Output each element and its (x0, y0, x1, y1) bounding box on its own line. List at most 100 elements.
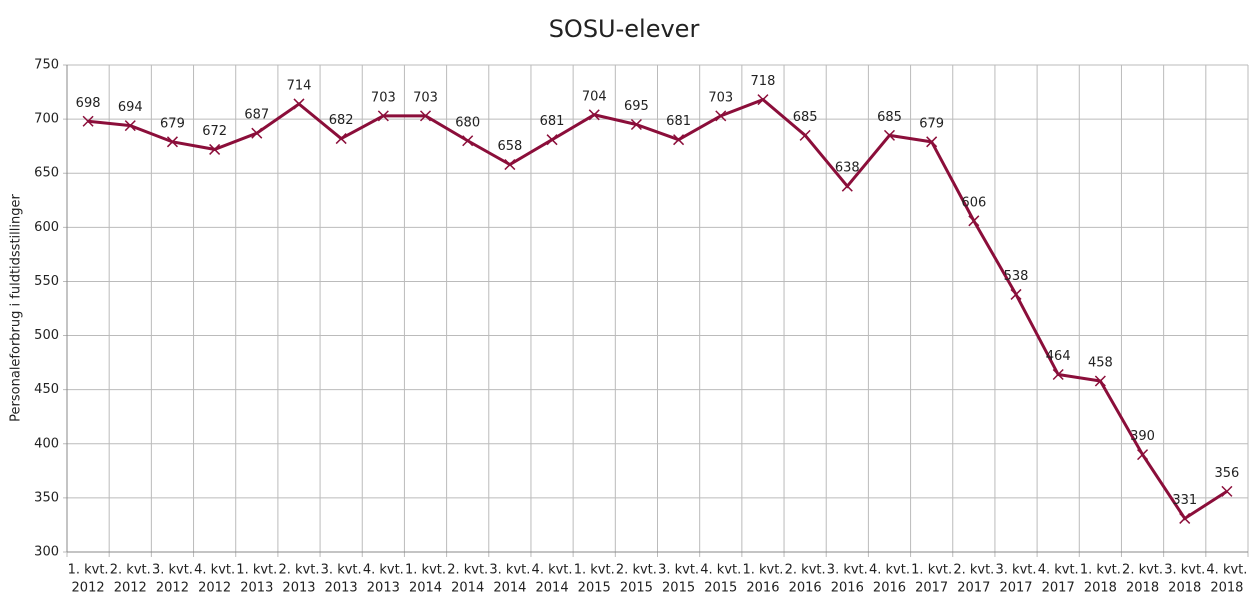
y-tick-label: 450 (34, 382, 59, 397)
data-label: 679 (160, 116, 185, 131)
x-tick-label: 2014 (409, 581, 442, 596)
x-tick-label: 2018 (1126, 581, 1159, 596)
x-tick-label: 3. kvt. (1164, 563, 1205, 578)
x-tick-label: 2013 (325, 581, 358, 596)
marker (715, 110, 727, 122)
x-tick-label: 2014 (493, 581, 526, 596)
x-tick-label: 2017 (1042, 581, 1075, 596)
marker (1137, 449, 1149, 461)
x-tick-label: 4. kvt. (194, 563, 235, 578)
chart-title: SOSU-elever (549, 15, 700, 43)
data-label: 658 (497, 139, 522, 154)
marker (926, 136, 938, 148)
marker (209, 143, 221, 155)
x-tick-label: 2012 (72, 581, 105, 596)
x-tick-label: 3. kvt. (489, 563, 530, 578)
data-label: 356 (1214, 466, 1239, 481)
y-tick-label: 500 (34, 328, 59, 343)
marker (251, 127, 263, 139)
data-label: 638 (835, 161, 860, 176)
data-label: 606 (961, 195, 986, 210)
data-label: 679 (919, 116, 944, 131)
marker (335, 133, 347, 145)
y-tick-label: 700 (34, 112, 59, 127)
marker (1010, 288, 1022, 300)
y-tick-label: 400 (34, 436, 59, 451)
marker (883, 129, 896, 141)
x-tick-label: 1. kvt. (1080, 563, 1121, 578)
x-tick-label: 2. kvt. (953, 563, 994, 578)
data-label: 464 (1046, 349, 1071, 364)
x-tick-label: 1. kvt. (574, 563, 615, 578)
x-tick-label: 4. kvt. (532, 563, 573, 578)
x-tick-label: 3. kvt. (827, 563, 868, 578)
x-tick-label: 1. kvt. (742, 563, 783, 578)
y-axis-label: Personaleforbrug i fuldtidsstillinger (9, 194, 24, 422)
x-tick-label: 2014 (536, 581, 569, 596)
marker (968, 215, 980, 227)
x-tick-label: 1. kvt. (405, 563, 446, 578)
data-label: 681 (540, 114, 565, 129)
x-tick-label: 4. kvt. (363, 563, 404, 578)
data-label: 685 (793, 110, 818, 125)
y-tick-label: 550 (34, 274, 59, 289)
y-tick-label: 600 (34, 220, 59, 235)
y-tick-label: 300 (34, 545, 59, 560)
x-tick-label: 2017 (957, 581, 990, 596)
x-tick-label: 2018 (1168, 581, 1201, 596)
x-tick-label: 3. kvt. (152, 563, 193, 578)
x-tick-label: 2016 (789, 581, 822, 596)
x-tick-label: 2. kvt. (447, 563, 488, 578)
marker (166, 136, 178, 148)
x-tick-label: 2016 (873, 581, 906, 596)
x-tick-label: 2013 (282, 581, 315, 596)
marker (124, 120, 136, 132)
x-tick-label: 4. kvt. (1206, 563, 1247, 578)
x-tick-label: 4. kvt. (1038, 563, 1079, 578)
x-tick-label: 2. kvt. (785, 563, 826, 578)
marker (546, 134, 558, 146)
x-tick-label: 2018 (1084, 581, 1117, 596)
marker (757, 94, 769, 106)
data-label: 703 (371, 90, 396, 105)
data-label: 698 (76, 96, 101, 111)
marker (630, 118, 642, 131)
x-tick-label: 1. kvt. (236, 563, 277, 578)
data-label: 718 (751, 74, 776, 89)
x-tick-label: 2012 (156, 581, 189, 596)
x-tick-label: 2018 (1210, 581, 1243, 596)
marker (462, 135, 474, 147)
marker (1052, 368, 1064, 381)
marker (588, 109, 600, 121)
x-tick-label: 1. kvt. (911, 563, 952, 578)
x-tick-label: 3. kvt. (996, 563, 1037, 578)
data-label: 680 (455, 115, 480, 130)
x-tick-label: 4. kvt. (700, 563, 741, 578)
data-label: 538 (1004, 269, 1029, 284)
marker (419, 110, 432, 122)
x-tick-label: 2015 (578, 581, 611, 596)
x-tick-label: 2015 (662, 581, 695, 596)
data-label: 687 (244, 108, 269, 123)
x-tick-label: 2. kvt. (1122, 563, 1163, 578)
x-tick-label: 2013 (367, 581, 400, 596)
x-tick-label: 1. kvt. (68, 563, 109, 578)
x-tick-label: 4. kvt. (869, 563, 910, 578)
data-label: 685 (877, 110, 902, 125)
x-tick-label: 2015 (704, 581, 737, 596)
data-label: 672 (202, 124, 227, 139)
data-label: 681 (666, 114, 691, 129)
x-tick-label: 2. kvt. (278, 563, 319, 578)
data-label: 714 (287, 78, 312, 93)
data-label: 390 (1130, 429, 1155, 444)
x-tick-label: 2013 (240, 581, 273, 596)
x-tick-label: 3. kvt. (321, 563, 362, 578)
line (87, 97, 1228, 521)
marker (82, 115, 94, 127)
y-tick-label: 750 (34, 58, 59, 73)
x-tick-label: 2016 (831, 581, 864, 596)
marker (841, 180, 853, 192)
marker (1094, 375, 1106, 387)
data-label: 331 (1172, 493, 1197, 508)
